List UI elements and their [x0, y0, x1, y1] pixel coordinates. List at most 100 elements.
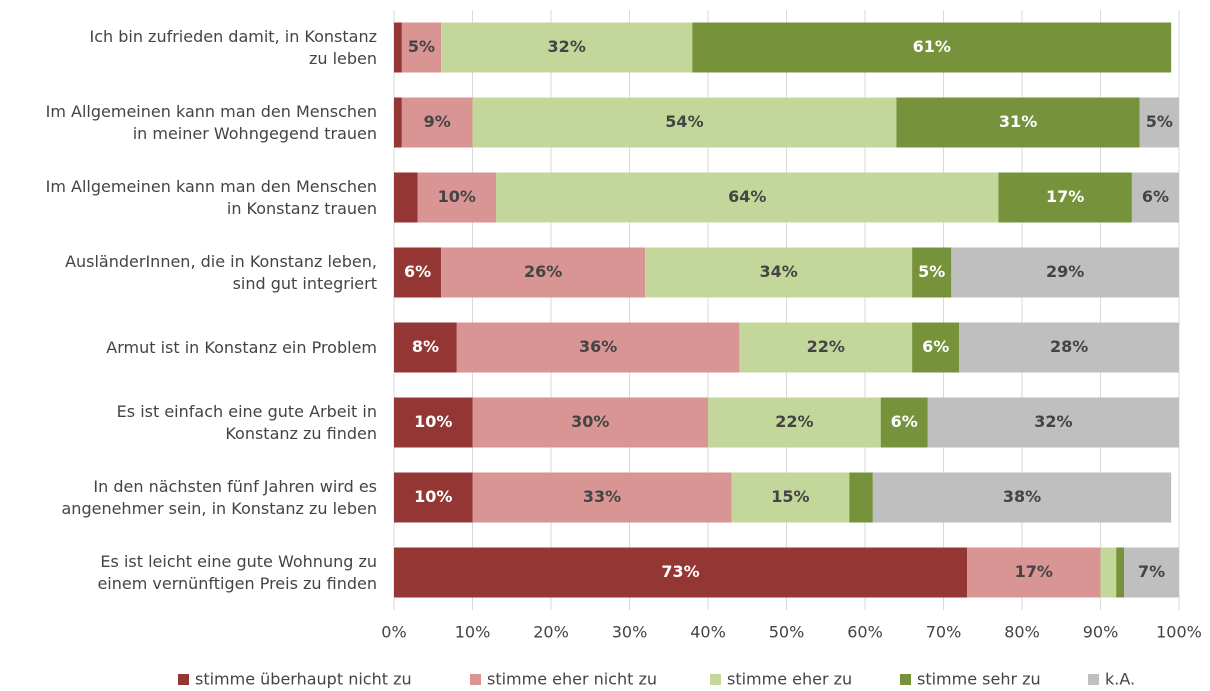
x-tick-label: 0% — [381, 623, 406, 642]
x-tick-label: 90% — [1083, 623, 1119, 642]
bar-segment — [394, 322, 457, 373]
category-label: In den nächsten fünf Jahren wird es ange… — [61, 476, 378, 518]
data-label: 8% — [412, 337, 439, 356]
data-label: 61% — [913, 37, 951, 56]
legend-label: stimme überhaupt nicht zu — [195, 670, 412, 689]
data-label: 30% — [571, 412, 609, 431]
x-tick-label: 80% — [1004, 623, 1040, 642]
category-label: Ich bin zufrieden damit, in Konstanz zu … — [89, 26, 377, 68]
bar-segment — [708, 397, 881, 448]
bar-segment — [912, 322, 960, 373]
legend-label: stimme eher nicht zu — [487, 670, 657, 689]
x-tick-label: 70% — [926, 623, 962, 642]
bar-segment — [441, 247, 646, 298]
category-label: Es ist einfach eine gute Arbeit in Konst… — [116, 401, 377, 443]
bar-segment — [394, 247, 442, 298]
bar-segment — [927, 397, 1179, 448]
data-label: 6% — [922, 337, 949, 356]
bar-segment — [849, 472, 873, 523]
bar-segment — [394, 397, 473, 448]
bar-segment — [1139, 97, 1179, 148]
bar-segment — [496, 172, 999, 223]
bar-segment — [692, 22, 1172, 73]
bar-segment — [645, 247, 913, 298]
bar-segment — [998, 172, 1132, 223]
data-label: 5% — [918, 262, 945, 281]
data-label: 32% — [548, 37, 586, 56]
x-tick-label: 30% — [612, 623, 648, 642]
data-label: 9% — [424, 112, 451, 131]
data-label: 38% — [1003, 487, 1041, 506]
data-label: 22% — [775, 412, 813, 431]
data-label: 36% — [579, 337, 617, 356]
legend-swatch — [178, 674, 189, 685]
bar-segment — [456, 322, 740, 373]
bar-segment — [739, 322, 913, 373]
bar-segment — [394, 172, 418, 223]
bar-segment — [896, 97, 1140, 148]
bar-segment — [401, 22, 442, 73]
bar-segment — [394, 547, 968, 598]
data-label: 33% — [583, 487, 621, 506]
data-label: 32% — [1034, 412, 1072, 431]
bar-segment — [394, 97, 402, 148]
x-tick-label: 50% — [769, 623, 805, 642]
data-label: 17% — [1046, 187, 1084, 206]
bar-segment — [1100, 547, 1117, 598]
bar-segment — [731, 472, 850, 523]
bar-segment — [1124, 547, 1179, 598]
category-label: Im Allgemeinen kann man den Menschen in … — [45, 101, 377, 143]
bar-segment — [417, 172, 497, 223]
category-label: AusländerInnen, die in Konstanz leben, s… — [65, 251, 377, 293]
data-label: 17% — [1015, 562, 1053, 581]
data-label: 22% — [807, 337, 845, 356]
x-tick-label: 40% — [690, 623, 726, 642]
data-label: 10% — [414, 487, 452, 506]
data-label: 28% — [1050, 337, 1088, 356]
data-label: 15% — [771, 487, 809, 506]
bar-segment — [912, 247, 952, 298]
bar-segment — [951, 247, 1179, 298]
legend-label: k.A. — [1105, 670, 1135, 689]
data-label: 54% — [665, 112, 703, 131]
legend-label: stimme sehr zu — [917, 670, 1041, 689]
data-label: 64% — [728, 187, 766, 206]
data-label: 5% — [1146, 112, 1173, 131]
data-label: 29% — [1046, 262, 1084, 281]
bar-segment — [959, 322, 1179, 373]
category-label: Es ist leicht eine gute Wohnung zu einem… — [97, 551, 377, 593]
category-label: Im Allgemeinen kann man den Menschen in … — [45, 176, 377, 218]
category-label: Armut ist in Konstanz ein Problem — [106, 337, 377, 357]
legend-swatch — [1088, 674, 1099, 685]
bar-segment — [872, 472, 1172, 523]
x-tick-label: 20% — [533, 623, 569, 642]
bar-segment — [880, 397, 928, 448]
data-label: 73% — [661, 562, 699, 581]
data-label: 6% — [404, 262, 431, 281]
data-label: 10% — [414, 412, 452, 431]
bar-segment — [394, 472, 473, 523]
legend-label: stimme eher zu — [727, 670, 852, 689]
bar-segment — [472, 397, 708, 448]
x-tick-label: 60% — [847, 623, 883, 642]
x-tick-label: 10% — [455, 623, 491, 642]
data-label: 26% — [524, 262, 562, 281]
bar-segment — [472, 97, 897, 148]
data-label: 6% — [891, 412, 918, 431]
data-label: 34% — [760, 262, 798, 281]
bar-segment — [401, 97, 473, 148]
bar-segment — [967, 547, 1101, 598]
data-label: 5% — [408, 37, 435, 56]
data-label: 6% — [1142, 187, 1169, 206]
bar-segment — [441, 22, 693, 73]
x-tick-label: 100% — [1156, 623, 1202, 642]
bar-segment — [472, 472, 732, 523]
legend-swatch — [470, 674, 481, 685]
data-label: 7% — [1138, 562, 1165, 581]
data-label: 31% — [999, 112, 1037, 131]
bar-segment — [1131, 172, 1179, 223]
bar-segment — [1116, 547, 1125, 598]
data-label: 10% — [438, 187, 476, 206]
